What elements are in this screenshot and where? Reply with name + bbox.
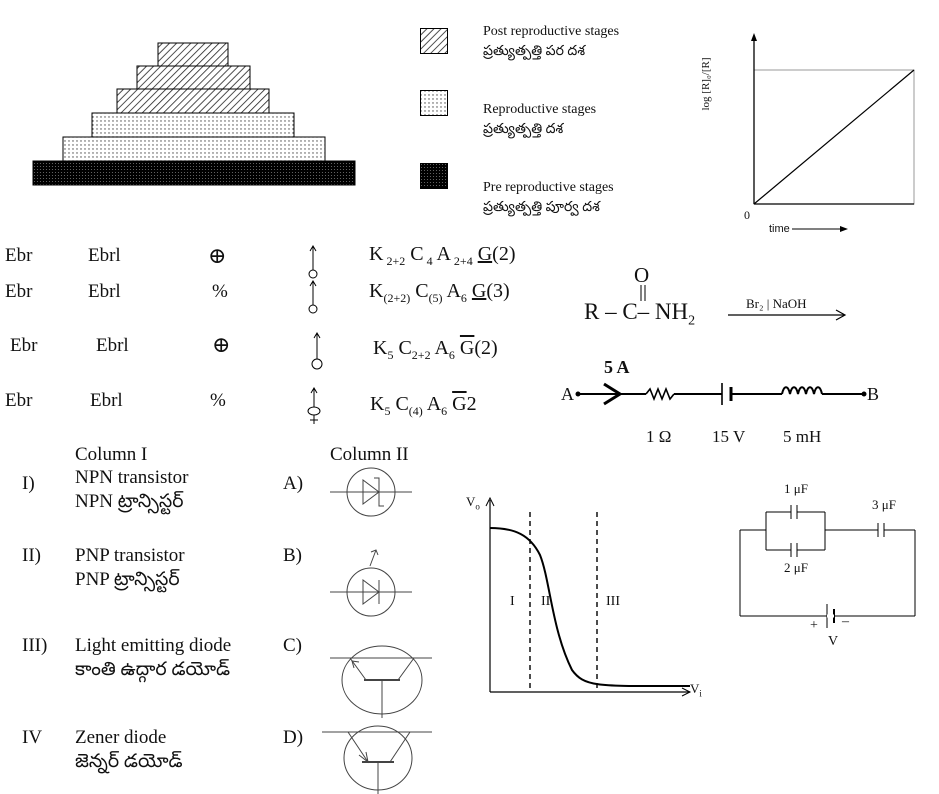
resistor-label: 1 Ω bbox=[646, 427, 672, 446]
item-number: IV bbox=[22, 727, 43, 748]
pyramid-tier-1 bbox=[157, 42, 229, 67]
inductor bbox=[781, 386, 823, 395]
row-col2: Ebrl bbox=[88, 281, 121, 302]
reaction-arrow bbox=[728, 309, 847, 321]
bisexual-icon bbox=[307, 387, 321, 424]
item-letter: D) bbox=[283, 727, 304, 748]
legend-swatch-dark-dotted bbox=[420, 163, 448, 189]
battery-label: 15 V bbox=[712, 427, 746, 446]
bisexual-icon bbox=[311, 332, 323, 370]
kinetics-x-label: time bbox=[769, 223, 790, 235]
item-letter: B) bbox=[283, 545, 302, 566]
item-english: Light emitting diode bbox=[75, 635, 232, 656]
item-number: II) bbox=[22, 545, 41, 566]
column-1-header: Column I bbox=[75, 444, 148, 465]
resistor bbox=[645, 386, 675, 402]
double-bond bbox=[640, 285, 646, 301]
legend-label: Pre reproductive stages bbox=[483, 180, 614, 195]
item-telugu: జెన్నర్ డయోడ్ bbox=[75, 751, 183, 772]
region-label: II bbox=[541, 594, 551, 609]
kinetics-y-label: log [R]₀/[R] bbox=[700, 57, 712, 111]
plus-sign: + bbox=[810, 618, 818, 633]
item-english: PNP transistor bbox=[75, 545, 185, 566]
node-a: A bbox=[561, 384, 574, 404]
reagent: Br₂ | NaOH bbox=[746, 296, 807, 311]
floral-formula: K5 C2+2 A6 G(2) bbox=[373, 337, 498, 362]
node-b: B bbox=[867, 384, 880, 404]
pyramid-tier-5 bbox=[62, 136, 326, 162]
item-telugu: PNP ట్రాన్సిస్టర్ bbox=[75, 569, 180, 590]
transfer-curve-line bbox=[489, 527, 691, 688]
voltage-label: V bbox=[828, 634, 839, 649]
vo-label: Vo bbox=[466, 494, 480, 512]
npn-transistor-symbol bbox=[330, 645, 432, 718]
item-number: I) bbox=[22, 473, 35, 494]
current-label: 5 A bbox=[604, 357, 630, 377]
item-english: Zener diode bbox=[75, 727, 167, 748]
pyramid-tier-2 bbox=[136, 65, 251, 90]
cap-1-label: 1 μF bbox=[784, 481, 808, 496]
minus-sign: – bbox=[842, 614, 849, 629]
symmetry-symbol: ⊕ bbox=[208, 243, 227, 268]
vi-label: Vi bbox=[690, 681, 702, 699]
floral-formula: K5 C(4) A6 G2 bbox=[370, 393, 477, 418]
row-col2: Ebrl bbox=[90, 390, 123, 411]
pnp-transistor-symbol bbox=[322, 725, 432, 794]
led-symbol bbox=[330, 549, 412, 617]
row-col1: Ebr bbox=[5, 281, 33, 302]
row-col1: Ebr bbox=[5, 390, 33, 411]
inductor-label: 5 mH bbox=[783, 427, 822, 446]
reactant-prefix: R – C– NH bbox=[584, 299, 689, 324]
kinetics-line bbox=[753, 69, 915, 205]
floral-formula: K(2+2) C(5) A6 G(3) bbox=[369, 280, 510, 305]
symmetry-symbol: ⊕ bbox=[212, 332, 231, 357]
row-col2: Ebrl bbox=[88, 245, 121, 266]
pyramid-tier-4 bbox=[91, 112, 295, 138]
bisexual-icon bbox=[308, 245, 318, 279]
kinetics-origin: 0 bbox=[744, 208, 750, 222]
lr-circuit-wire bbox=[575, 382, 867, 406]
zener-diode-symbol bbox=[330, 467, 412, 517]
region-label: III bbox=[606, 594, 620, 609]
legend-label: Reproductive stages bbox=[483, 102, 597, 117]
pyramid-tier-3 bbox=[116, 88, 270, 114]
cap-2-label: 2 μF bbox=[784, 560, 808, 575]
kinetics-graph: log [R]₀/[R] 0 time bbox=[672, 0, 939, 242]
age-pyramid bbox=[32, 42, 356, 186]
formula-k: K bbox=[369, 243, 384, 265]
legend-swatch-dotted bbox=[420, 90, 448, 116]
item-telugu: కాంతి ఉద్గార డయోడ్ bbox=[75, 659, 231, 680]
item-telugu: NPN ట్రాన్సిస్టర్ bbox=[75, 491, 184, 512]
column-2-header: Column II bbox=[330, 444, 409, 465]
current-arrow bbox=[603, 382, 623, 406]
row-col2: Ebrl bbox=[96, 335, 129, 356]
legend-telugu: ప్రత్యుత్పత్తి పూర్వ దశ bbox=[483, 200, 600, 215]
row-col1: Ebr bbox=[5, 245, 33, 266]
symmetry-symbol: % bbox=[212, 281, 228, 302]
reactant: R – C– NH2 bbox=[584, 299, 695, 330]
item-number: III) bbox=[22, 635, 48, 656]
carbonyl-oxygen: O bbox=[634, 263, 650, 287]
bisexual-icon bbox=[308, 280, 318, 314]
legend-label: Post reproductive stages bbox=[483, 24, 620, 39]
symmetry-symbol: % bbox=[210, 390, 226, 411]
item-english: NPN transistor bbox=[75, 467, 189, 488]
item-letter: A) bbox=[283, 473, 304, 494]
pyramid-tier-6 bbox=[32, 160, 356, 186]
reactant-sub: 2 bbox=[688, 313, 696, 329]
item-letter: C) bbox=[283, 635, 302, 656]
region-label: I bbox=[510, 594, 515, 609]
floral-formula: K 2+2 C 4 A 2+4 G(2) bbox=[369, 243, 516, 268]
legend-swatch-hatched bbox=[420, 28, 448, 54]
row-col1: Ebr bbox=[10, 335, 38, 356]
legend-telugu: ప్రత్యుత్పత్తి దశ bbox=[483, 122, 564, 137]
legend-telugu: ప్రత్యుత్పత్తి పర దశ bbox=[483, 44, 586, 59]
cap-3-label: 3 μF bbox=[872, 497, 896, 512]
